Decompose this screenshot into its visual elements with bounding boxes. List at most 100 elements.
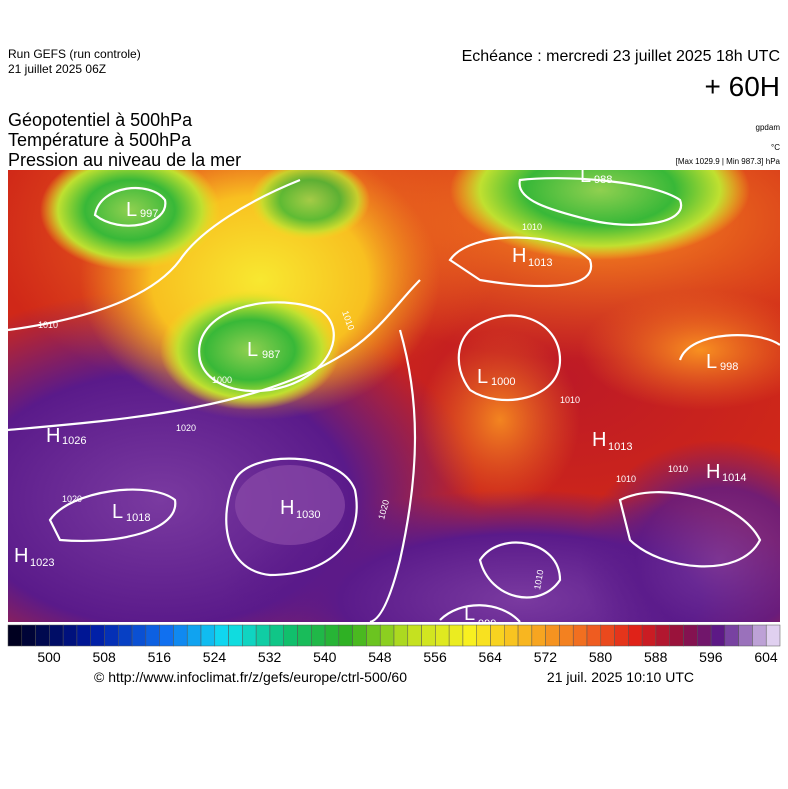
colorbar-swatch (504, 624, 519, 647)
colorbar-tick-label: 572 (534, 649, 558, 665)
colorbar-swatch (49, 624, 64, 647)
colorbar-swatch (7, 624, 23, 647)
colorbar-swatch (738, 624, 753, 647)
colorbar-tick-label: 500 (37, 649, 61, 665)
center-value: 1030 (296, 509, 320, 521)
colorbar-swatch (145, 624, 160, 647)
isobar-label: 1010 (616, 474, 636, 484)
isobar-label: 1020 (62, 494, 82, 504)
colorbar-swatch (435, 624, 450, 647)
colorbar-swatch (338, 624, 353, 647)
colorbar-swatch (517, 624, 533, 647)
colorbar-tick-label: 524 (203, 649, 227, 665)
colorbar-tick-label: 548 (368, 649, 392, 665)
center-letter: L (112, 501, 123, 523)
center-letter: L (580, 165, 591, 187)
center-value: 1000 (491, 376, 515, 388)
center-letter: H (706, 461, 720, 483)
colorbar-swatch (600, 624, 615, 647)
lead-time: + 60H (705, 71, 781, 102)
center-value: 1018 (126, 512, 150, 524)
colorbar-tick-label: 540 (313, 649, 337, 665)
colorbar-swatch (697, 624, 712, 647)
colorbar-swatch (118, 624, 133, 647)
colorbar-swatch (765, 624, 781, 647)
colorbar-tick-label: 580 (589, 649, 613, 665)
isobar-label: 1010 (560, 395, 580, 405)
center-value: 1023 (30, 557, 54, 569)
colorbar-swatch (297, 624, 312, 647)
generated-time: 21 juil. 2025 10:10 UTC (547, 669, 694, 685)
colorbar-tick-label: 556 (423, 649, 447, 665)
valid-time: Echéance : mercredi 23 juillet 2025 18h … (462, 48, 780, 65)
unit-geopotential: gpdam (756, 123, 781, 132)
colorbar-swatch (269, 624, 284, 647)
colorbar-tick-label: 588 (644, 649, 668, 665)
map (8, 170, 780, 622)
colorbar-swatch (35, 624, 50, 647)
title-1: Géopotentiel à 500hPa (8, 110, 193, 130)
colorbar-swatch (655, 624, 670, 647)
center-value: 987 (262, 349, 280, 361)
colorbar-tick-label: 508 (92, 649, 116, 665)
colorbar-swatch (228, 624, 243, 647)
colorbar-swatch (311, 624, 326, 647)
center-letter: H (512, 245, 526, 267)
run-date: 21 juillet 2025 06Z (8, 62, 106, 76)
center-value: 997 (140, 208, 158, 220)
colorbar-tick-label: 532 (258, 649, 282, 665)
colorbar-swatch (448, 624, 464, 647)
colorbar-swatch (214, 624, 229, 647)
center-value: 1013 (608, 441, 632, 453)
colorbar-swatch (324, 624, 340, 647)
colorbar-swatch (531, 624, 546, 647)
colorbar-swatch (186, 624, 202, 647)
colorbar-swatch (21, 624, 36, 647)
center-letter: L (126, 199, 137, 221)
unit-pressure: [Max 1029.9 | Min 987.3] hPa (676, 157, 781, 166)
colorbar-swatch (131, 624, 147, 647)
colorbar-tick-label: 564 (479, 649, 503, 665)
colorbar-swatch (669, 624, 684, 647)
center-letter: H (46, 425, 60, 447)
colorbar-swatch (366, 624, 381, 647)
colorbar-swatch (572, 624, 588, 647)
isobar-label: 1010 (532, 569, 545, 590)
colorbar-swatch (586, 624, 602, 647)
colorbar-swatch (724, 624, 739, 647)
center-letter: H (14, 545, 28, 567)
colorbar-tick-label: 596 (699, 649, 723, 665)
colorbar-swatch (407, 624, 422, 647)
center-letter: L (477, 366, 488, 388)
colorbar-swatch (352, 624, 367, 647)
isobar-label: 1020 (176, 423, 196, 433)
source-url: © http://www.infoclimat.fr/z/gefs/europe… (94, 669, 407, 685)
colorbar-swatch (710, 624, 726, 647)
isobar-label: 1000 (212, 375, 232, 385)
colorbar-swatch (559, 624, 574, 647)
colorbar-swatch (173, 624, 188, 647)
colorbar-swatch (104, 624, 119, 647)
center-value: 1013 (528, 257, 552, 269)
colorbar-swatch (255, 624, 271, 647)
colorbar-swatch (76, 624, 91, 647)
title-3: Pression au niveau de la mer (8, 150, 241, 170)
colorbar-swatch (641, 624, 657, 647)
colorbar-swatch (683, 624, 698, 647)
center-letter: L (706, 351, 717, 373)
colorbar-swatch (545, 624, 560, 647)
colorbar-ticks: 500 508 516 524 532 540 548 556 564 572 580 588 596 6… (37, 649, 778, 665)
colorbar-swatch (90, 624, 105, 647)
colorbar-swatch (490, 624, 505, 647)
colorbar-swatch (379, 624, 395, 647)
colorbar-swatch (614, 624, 629, 647)
colorbar-swatch (421, 624, 436, 647)
isobar-label: 1010 (522, 222, 542, 232)
center-letter: L (247, 339, 258, 361)
colorbar-swatch (283, 624, 298, 647)
center-value: 1026 (62, 435, 86, 447)
colorbar-swatch (476, 624, 491, 647)
isobar-label: 1010 (668, 464, 688, 474)
